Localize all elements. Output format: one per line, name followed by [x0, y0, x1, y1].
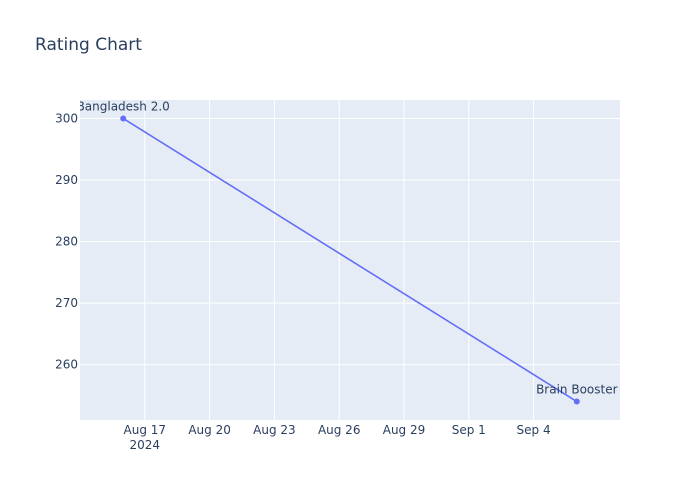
x-tick-label: Aug 17	[124, 423, 167, 437]
series-line	[122, 117, 578, 403]
y-tick-label: 270	[55, 296, 78, 310]
x-tick-label: Aug 29	[383, 423, 426, 437]
data-point[interactable]	[573, 398, 580, 405]
chart-title: Rating Chart	[35, 35, 142, 55]
point-labels: Bangladesh 2.0 Brain Booster	[77, 99, 618, 397]
x-tick-label: Sep 1	[452, 423, 486, 437]
point-label: Brain Booster	[536, 383, 618, 397]
y-tick-label: 300	[55, 111, 78, 125]
series-layer: Bangladesh 2.0 Brain Booster	[77, 99, 618, 405]
x-tick-label: Aug 20	[188, 423, 231, 437]
x-tick-label: Aug 26	[318, 423, 361, 437]
data-point[interactable]	[120, 115, 127, 122]
y-tick-label: 260	[55, 358, 78, 372]
x-tick-year-label: 2024	[130, 438, 161, 452]
grid-lines	[80, 100, 620, 420]
y-axis-ticks: 260 270 280 290 300	[55, 111, 78, 371]
x-tick-label: Sep 4	[517, 423, 551, 437]
y-tick-label: 280	[55, 235, 78, 249]
point-label: Bangladesh 2.0	[77, 99, 170, 113]
y-tick-label: 290	[55, 173, 78, 187]
x-tick-label: Aug 23	[253, 423, 296, 437]
